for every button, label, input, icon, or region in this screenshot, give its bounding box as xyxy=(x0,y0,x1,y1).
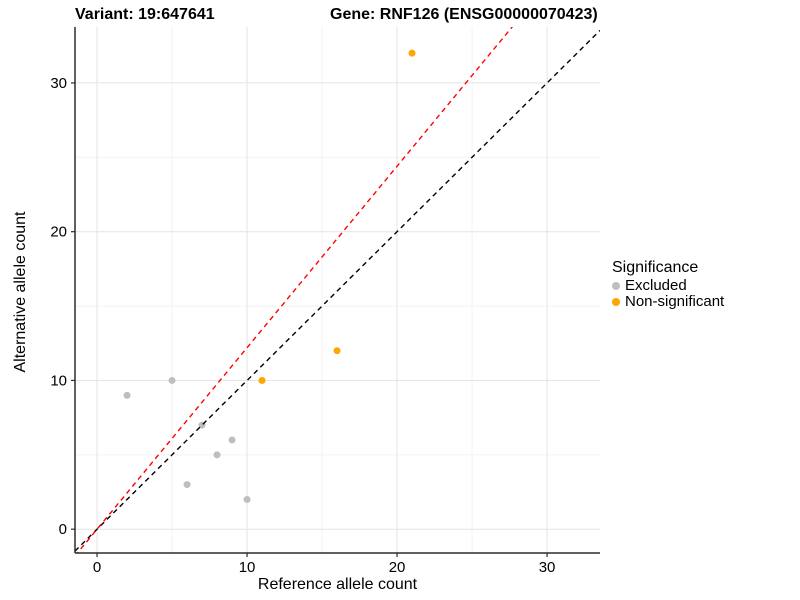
data-point-excluded xyxy=(168,376,176,384)
legend-item-excluded: Excluded xyxy=(612,278,724,294)
data-point-non-significant xyxy=(258,376,266,384)
x-tick-label: 20 xyxy=(389,559,406,576)
excluded-swatch-icon xyxy=(612,282,620,290)
fitted-ratio-line xyxy=(76,27,514,553)
y-axis-title: Alternative allele count xyxy=(12,211,29,373)
y-tick-label: 10 xyxy=(50,372,67,389)
y-tick-label: 30 xyxy=(50,75,67,92)
non-significant-swatch-icon xyxy=(612,298,620,306)
y-tick-label: 0 xyxy=(59,521,67,538)
data-point-excluded xyxy=(213,451,221,459)
data-point-excluded xyxy=(243,495,251,503)
legend: Significance Excluded Non-significant xyxy=(612,257,724,310)
legend-title: Significance xyxy=(612,259,699,276)
identity-line xyxy=(75,29,600,552)
variant-title: Variant: 19:647641 xyxy=(75,6,215,23)
gene-title: Gene: RNF126 (ENSG00000070423) xyxy=(330,6,598,23)
data-point-excluded xyxy=(123,391,131,399)
legend-label-non-significant: Non-significant xyxy=(625,293,725,310)
x-tick-label: 0 xyxy=(93,559,101,576)
x-tick-label: 10 xyxy=(239,559,256,576)
data-point-excluded xyxy=(228,436,236,444)
y-tick-label: 20 xyxy=(50,224,67,241)
legend-label-excluded: Excluded xyxy=(625,277,687,294)
x-axis-title: Reference allele count xyxy=(257,576,418,593)
data-point-non-significant xyxy=(408,49,416,57)
data-point-excluded xyxy=(183,481,191,489)
x-tick-label: 30 xyxy=(539,559,556,576)
data-point-non-significant xyxy=(333,347,341,355)
legend-item-non-significant: Non-significant xyxy=(612,294,724,310)
